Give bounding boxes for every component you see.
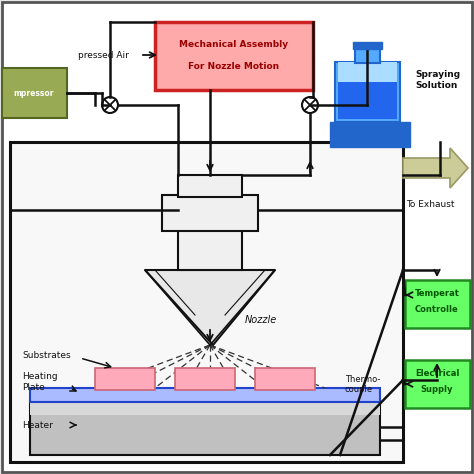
Text: Nozzle: Nozzle: [245, 315, 277, 325]
Text: Thermo-
couple: Thermo- couple: [345, 375, 380, 394]
FancyBboxPatch shape: [355, 47, 380, 63]
FancyBboxPatch shape: [155, 22, 313, 90]
Text: Spraying
Solution: Spraying Solution: [415, 70, 460, 90]
Polygon shape: [403, 148, 468, 188]
Text: pressed Air: pressed Air: [78, 51, 129, 60]
Text: Heating
Plate: Heating Plate: [22, 372, 58, 392]
Text: Controlle: Controlle: [415, 306, 459, 315]
Text: Substrates: Substrates: [22, 350, 71, 359]
FancyBboxPatch shape: [2, 68, 32, 118]
FancyBboxPatch shape: [95, 368, 155, 390]
FancyBboxPatch shape: [178, 230, 242, 270]
FancyBboxPatch shape: [335, 62, 400, 122]
FancyBboxPatch shape: [255, 368, 315, 390]
FancyBboxPatch shape: [330, 122, 410, 147]
FancyBboxPatch shape: [30, 400, 380, 455]
FancyBboxPatch shape: [353, 42, 382, 49]
Polygon shape: [145, 270, 275, 345]
Text: Electrical: Electrical: [415, 370, 459, 379]
Text: For Nozzle Motion: For Nozzle Motion: [189, 62, 280, 71]
FancyBboxPatch shape: [405, 360, 470, 408]
FancyBboxPatch shape: [10, 142, 403, 462]
FancyBboxPatch shape: [405, 280, 470, 328]
Text: Heater: Heater: [22, 420, 53, 429]
FancyBboxPatch shape: [162, 195, 258, 231]
Text: To Exhaust: To Exhaust: [406, 200, 454, 209]
FancyBboxPatch shape: [338, 82, 397, 119]
Text: Temperat: Temperat: [415, 290, 459, 299]
FancyBboxPatch shape: [2, 68, 67, 118]
FancyBboxPatch shape: [178, 175, 242, 197]
FancyBboxPatch shape: [338, 62, 397, 82]
FancyBboxPatch shape: [175, 368, 235, 390]
FancyBboxPatch shape: [30, 400, 380, 415]
Text: Mechanical Assembly: Mechanical Assembly: [180, 39, 289, 48]
Text: mpressor: mpressor: [14, 89, 54, 98]
FancyBboxPatch shape: [30, 388, 380, 402]
Text: Supply: Supply: [421, 385, 453, 394]
